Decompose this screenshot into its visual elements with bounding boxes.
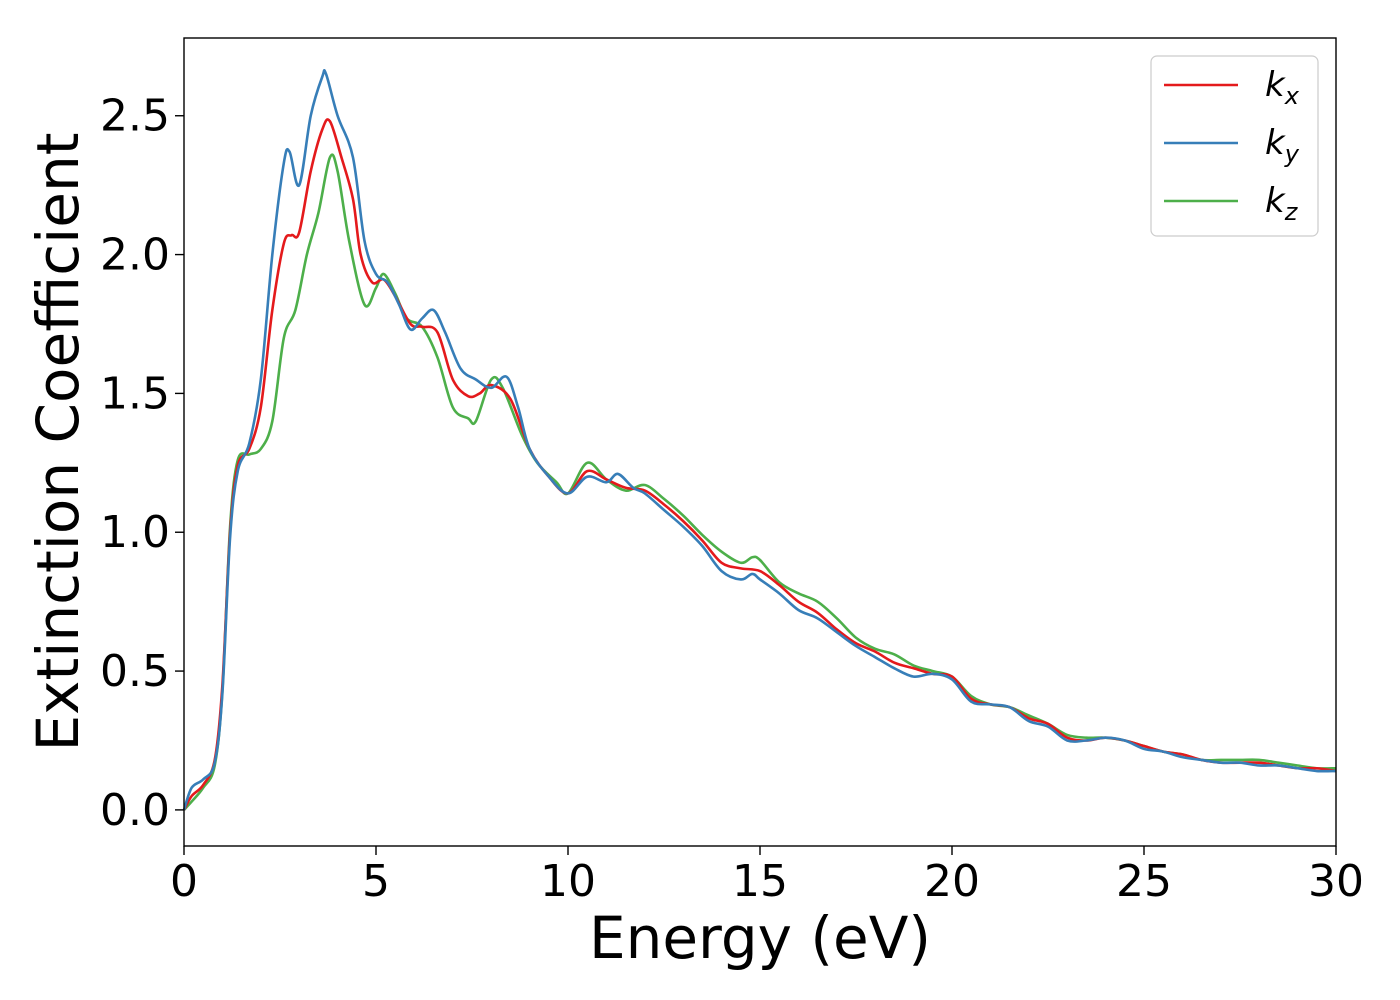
- y-axis: 0.0 0.5 1.0 1.5 2.0 2.5: [100, 91, 184, 836]
- y-tick-label: 2.5: [100, 91, 170, 142]
- legend-label-subscript: x: [1284, 82, 1300, 110]
- x-tick-label: 5: [362, 856, 390, 907]
- x-tick-label: 20: [924, 856, 980, 907]
- x-tick-label: 30: [1308, 856, 1364, 907]
- x-tick-label: 10: [540, 856, 596, 907]
- legend-label-base: k: [1265, 65, 1286, 105]
- legend-label: kz: [1265, 181, 1299, 226]
- x-tick-label: 0: [170, 856, 198, 907]
- x-tick-label: 25: [1116, 856, 1172, 907]
- legend-label: ky: [1265, 123, 1300, 168]
- y-tick-label: 2.0: [100, 230, 170, 281]
- series-line-ky: [182, 68, 1337, 811]
- x-tick-label: 15: [732, 856, 788, 907]
- y-tick-label: 0.0: [100, 785, 170, 836]
- legend-box: [1150, 55, 1319, 237]
- legend-label-base: k: [1265, 123, 1286, 163]
- y-tick-label: 1.0: [100, 507, 170, 558]
- y-tick-label: 1.5: [100, 368, 170, 419]
- legend-label-base: k: [1265, 181, 1286, 221]
- legend-label-subscript: y: [1284, 140, 1300, 168]
- y-axis-label: Extinction Coefficient: [24, 133, 92, 752]
- legend-label-subscript: z: [1284, 198, 1299, 226]
- x-axis-label: Energy (eV): [589, 904, 931, 972]
- plot-lines: [182, 68, 1337, 811]
- y-tick-label: 0.5: [100, 646, 170, 697]
- x-axis: 0 5 10 15 20 25 30: [170, 846, 1364, 907]
- legend-label: kx: [1265, 65, 1300, 110]
